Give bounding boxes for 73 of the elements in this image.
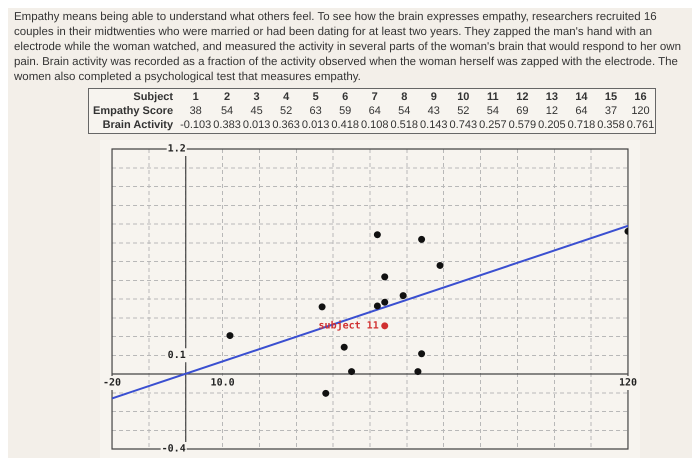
text: 0.383 (213, 118, 241, 132)
text: 0.518 (390, 118, 418, 132)
point (348, 368, 356, 376)
point (418, 350, 426, 358)
text: 0.358 (597, 118, 625, 132)
text: 2 (224, 90, 230, 104)
text: 37 (604, 104, 618, 118)
text: 0.718 (568, 118, 596, 132)
point (374, 231, 381, 238)
text: 120 (631, 104, 650, 118)
text: 43 (428, 104, 440, 118)
text: 16 (634, 90, 647, 104)
y-tick-label: 0.1 (168, 350, 186, 361)
text: 0.257 (479, 118, 507, 132)
text: 0.108 (360, 118, 388, 132)
text: 52 (280, 104, 292, 118)
point (400, 292, 407, 300)
text: 11 (487, 90, 499, 104)
point (381, 273, 388, 280)
point (436, 262, 444, 269)
text: 0.205 (538, 118, 566, 132)
text: 0.743 (450, 118, 478, 132)
text: 1 (192, 90, 199, 104)
text: 54 (398, 104, 410, 118)
point (418, 236, 426, 243)
text: -0.103 (180, 118, 212, 132)
point (374, 302, 381, 310)
text: 7 (372, 90, 378, 104)
text: 63 (310, 104, 322, 118)
text: 12 (546, 104, 558, 118)
text: 6 (342, 90, 348, 104)
text: 0.761 (626, 118, 654, 132)
text: 0.143 (420, 118, 448, 132)
text: Brain Activity (102, 118, 174, 132)
text: 52 (457, 104, 470, 118)
text: 4 (283, 90, 290, 104)
text: 12 (516, 90, 528, 104)
text: 64 (575, 104, 588, 118)
point (318, 303, 326, 310)
text: 45 (250, 104, 263, 118)
text: 0.013 (242, 118, 270, 132)
text: 59 (339, 104, 352, 118)
point (381, 298, 388, 306)
text: 15 (604, 90, 618, 104)
text: 9 (430, 90, 437, 104)
point (381, 322, 388, 330)
point (322, 390, 330, 397)
x-tick-label: 120 (618, 378, 637, 389)
text: 54 (220, 104, 234, 118)
text: Subject (133, 90, 174, 104)
chart-subtitle: Empathy means being able to understand what others feel. To see how the brain expresses empathy, researchers recruited 16 couples in their midtwenties who were married or had been dating for at least two years. They zapped the man's hand with an electrode while the woman watched, and measured the activity in several parts of the woman's brain that would respond to her own pain. Brain activity was recorded as a fraction of the activity observed when the woman herself was zapped with the electrode. The women also completed a psychological test that measures empathy. (13, 10, 682, 85)
x-tick-label: 10.0 (210, 378, 235, 389)
text: 0.579 (508, 118, 536, 132)
text: 38 (190, 104, 202, 118)
text: 0.013 (302, 118, 330, 132)
text: Empathy Score (93, 104, 174, 118)
text: 0.418 (331, 118, 359, 132)
text: 54 (486, 104, 499, 118)
text: 64 (368, 104, 381, 118)
y-tick-label: -0.4 (162, 444, 186, 455)
point (226, 332, 234, 340)
text: 5 (312, 90, 319, 104)
point (340, 344, 348, 351)
text: 0.363 (272, 118, 300, 132)
text: 14 (575, 90, 588, 104)
point (414, 368, 422, 376)
text: 13 (546, 90, 558, 104)
y-tick-label: 1.2 (168, 144, 186, 155)
text: 10 (457, 90, 470, 104)
text: 69 (516, 104, 528, 118)
text: 8 (401, 90, 408, 104)
x-tick-label: -20 (103, 378, 122, 389)
text: 3 (254, 90, 260, 104)
